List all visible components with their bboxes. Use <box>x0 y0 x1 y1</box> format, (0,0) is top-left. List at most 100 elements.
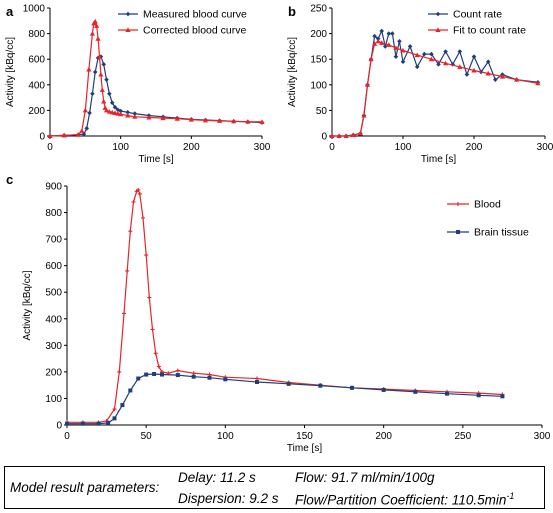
data-point <box>471 54 477 59</box>
data-point <box>422 51 427 57</box>
data-point <box>112 416 117 421</box>
data-point <box>499 74 505 79</box>
data-point <box>107 91 112 97</box>
series-2 <box>47 18 265 138</box>
data-point <box>191 374 196 379</box>
y-tick-label: 0 <box>56 421 62 432</box>
data-point <box>137 191 142 196</box>
data-point <box>350 132 356 137</box>
data-point <box>390 31 395 36</box>
data-point <box>128 229 133 234</box>
data-point <box>368 56 374 62</box>
y-tick-label: 800 <box>45 208 62 219</box>
legend-label: Measured blood curve <box>143 9 247 21</box>
y-tick-label: 700 <box>45 235 62 246</box>
data-point <box>175 373 180 378</box>
chart-panel-a: a 0 200 400 600 800 1000 0 100 200 300 Time [s] Acti… <box>5 4 271 166</box>
data-point <box>89 31 95 36</box>
legend-marker <box>456 230 460 234</box>
legend-label: Corrected blood curve <box>143 25 246 37</box>
data-point <box>125 268 130 273</box>
data-point <box>153 351 158 356</box>
data-point <box>104 77 109 82</box>
data-point <box>87 110 92 116</box>
chart-panel-c: c 0 100 200 300 400 500 600 700 800 900 0 50 100 150 20… <box>6 172 551 454</box>
data-point <box>109 100 115 106</box>
data-point <box>343 133 349 138</box>
data-point <box>132 111 138 116</box>
data-point <box>255 376 259 381</box>
x-tick-label: 300 <box>254 142 271 153</box>
y-axis-label: Activity [kBq/cc] <box>5 37 16 107</box>
data-point <box>245 119 251 124</box>
data-point <box>413 389 418 394</box>
data-point <box>255 379 259 384</box>
data-point <box>94 23 100 28</box>
legend-marker <box>125 11 131 17</box>
x-tick-label: 300 <box>534 431 551 442</box>
x-axis-label: Time [s] <box>287 443 322 454</box>
data-point <box>397 38 402 44</box>
data-point <box>79 128 85 133</box>
data-point <box>81 131 87 137</box>
data-point <box>535 80 541 86</box>
data-point <box>118 108 123 114</box>
data-point <box>188 117 194 122</box>
series-1 <box>47 54 265 139</box>
y-tick-label: 600 <box>28 55 45 66</box>
x-tick-label: 150 <box>296 431 313 442</box>
data-point <box>96 54 103 59</box>
data-point <box>118 111 124 117</box>
data-point <box>407 44 413 49</box>
data-point <box>191 371 196 376</box>
results-dispersion: Dispersion: 9.2 s <box>178 491 279 506</box>
data-point <box>400 59 406 65</box>
x-tick-label: 0 <box>47 142 53 153</box>
data-point <box>476 393 481 398</box>
data-point <box>90 91 95 97</box>
results-delay: Delay: 11.2 s <box>178 470 256 485</box>
data-point <box>329 133 335 138</box>
legend: Measured blood curve Corrected blood curv… <box>118 9 247 37</box>
legend-marker <box>456 202 460 206</box>
data-point <box>117 369 122 374</box>
data-point <box>175 368 180 373</box>
x-tick-label: 250 <box>454 431 471 442</box>
y-tick-label: 100 <box>45 394 62 405</box>
data-point <box>122 311 126 316</box>
x-tick-label: 300 <box>537 142 553 153</box>
data-point <box>379 28 384 34</box>
data-point <box>393 45 399 50</box>
data-point <box>146 114 152 120</box>
data-point <box>372 41 378 46</box>
data-point <box>393 54 399 59</box>
x-tick-label: 100 <box>217 431 234 442</box>
data-point <box>47 133 53 138</box>
data-point <box>500 394 505 399</box>
x-tick-label: 200 <box>183 142 200 153</box>
y-tick-label: 1000 <box>23 4 46 15</box>
data-point <box>436 62 441 67</box>
x-tick-label: 100 <box>112 142 129 153</box>
data-point <box>443 49 448 54</box>
legend-label: Brain tissue <box>474 227 529 239</box>
data-point <box>92 18 98 24</box>
data-point <box>372 33 377 39</box>
data-point <box>86 66 92 72</box>
data-point <box>101 62 107 67</box>
y-tick-label: 0 <box>321 132 327 143</box>
y-tick-label: 0 <box>39 132 45 143</box>
y-tick-label: 50 <box>316 106 328 117</box>
data-point <box>131 199 136 204</box>
results-flow-partition-unit: -1 <box>506 491 515 501</box>
data-point <box>141 215 145 220</box>
data-point <box>386 31 392 36</box>
y-tick-label: 800 <box>28 29 45 40</box>
y-tick-label: 500 <box>45 288 62 299</box>
data-point <box>80 421 85 426</box>
x-tick-label: 200 <box>466 142 483 153</box>
legend: Blood Brain tissue <box>447 199 529 239</box>
data-point <box>485 59 491 65</box>
x-axis-label: Time [s] <box>138 154 173 165</box>
